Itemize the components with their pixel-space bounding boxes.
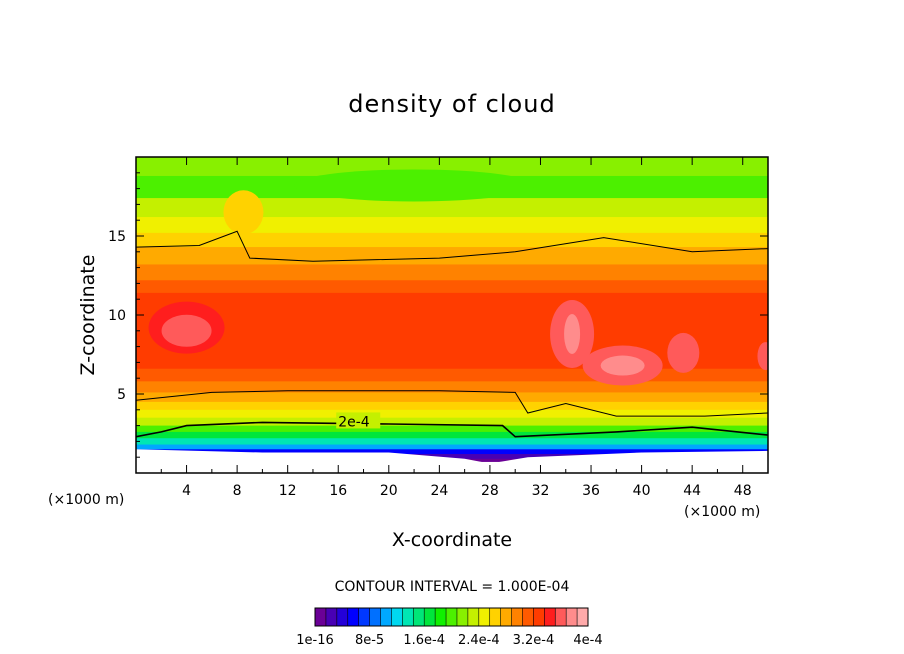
x-tick-label: 16 [329,483,347,499]
colorbar-label: 4e-4 [573,633,602,648]
colorbar-swatch [566,608,578,626]
contour-fill-area [136,157,768,473]
colorbar-swatch [402,608,414,626]
contour-core [600,355,645,376]
colorbar-swatch [446,608,458,626]
contour-line-2e-4 [136,421,768,438]
colorbar-label: 1.6e-4 [403,633,445,648]
x-axis-label: X-coordinate [392,529,512,551]
colorbar: 1e-16 8e-5 1.6e-4 2.4e-4 3.2e-4 4e-4 [296,607,603,648]
y-tick-label: 10 [108,308,126,324]
colorbar-swatch [435,608,447,626]
x-tick-label: 48 [734,483,752,499]
colorbar-swatch [467,608,480,626]
contour-core [564,313,581,354]
x-tick-label: 44 [683,483,701,499]
colorbar-swatch [358,608,371,626]
contour-interval-text: CONTOUR INTERVAL = 1.000E-04 [335,579,570,595]
x-tick-label: 4 [182,483,191,499]
colorbar-swatch [369,608,382,626]
x-unit-right: (×1000 m) [684,504,760,520]
contour-band [294,169,535,202]
colorbar-swatch [522,608,534,626]
contour-line-upper [136,230,768,262]
x-unit-left: (×1000 m) [48,492,124,508]
x-tick-label: 12 [279,483,297,499]
colorbar-swatch [315,608,327,626]
colorbar-swatch [424,608,436,626]
contour-label: 2e-4 [338,414,370,430]
y-tick-label: 5 [117,387,126,403]
y-tick-label: 15 [108,229,126,245]
x-tick-label: 28 [481,483,499,499]
colorbar-swatch [489,608,502,626]
colorbar-swatch [456,608,469,626]
contour-band [223,190,264,235]
y-axis-label: Z-coordinate [77,255,99,376]
x-tick-label: 32 [532,483,550,499]
chart-title: density of cloud [348,90,555,118]
colorbar-label: 2.4e-4 [458,633,500,648]
colorbar-label: 1e-16 [296,633,334,648]
x-tick-label: 36 [582,483,600,499]
contour-line-lower [136,390,768,417]
colorbar-swatch [577,608,589,626]
x-tick-label: 20 [380,483,398,499]
colorbar-swatch [555,608,567,626]
colorbar-frame [314,607,589,627]
colorbar-swatch [347,608,360,626]
colorbar-label: 8e-5 [355,633,384,648]
colorbar-swatch [533,608,545,626]
x-tick-label: 8 [233,483,242,499]
contour-core [667,332,700,373]
colorbar-swatch [413,608,425,626]
colorbar-swatch [544,608,556,626]
contour-core [161,314,212,347]
colorbar-swatch [325,608,338,626]
colorbar-swatch [336,608,349,626]
colorbar-swatch [380,608,392,626]
contour-label-bg [336,412,381,429]
x-tick-label: 24 [430,483,448,499]
colorbar-swatch [478,608,491,626]
colorbar-label: 3.2e-4 [513,633,555,648]
contour-core [757,342,768,371]
colorbar-swatch [391,608,403,626]
contour-lines: 2e-4 [136,230,768,438]
x-tick-label: 40 [633,483,651,499]
cloud-base [136,449,768,473]
colorbar-swatch [500,608,513,626]
colorbar-swatch [511,608,523,626]
